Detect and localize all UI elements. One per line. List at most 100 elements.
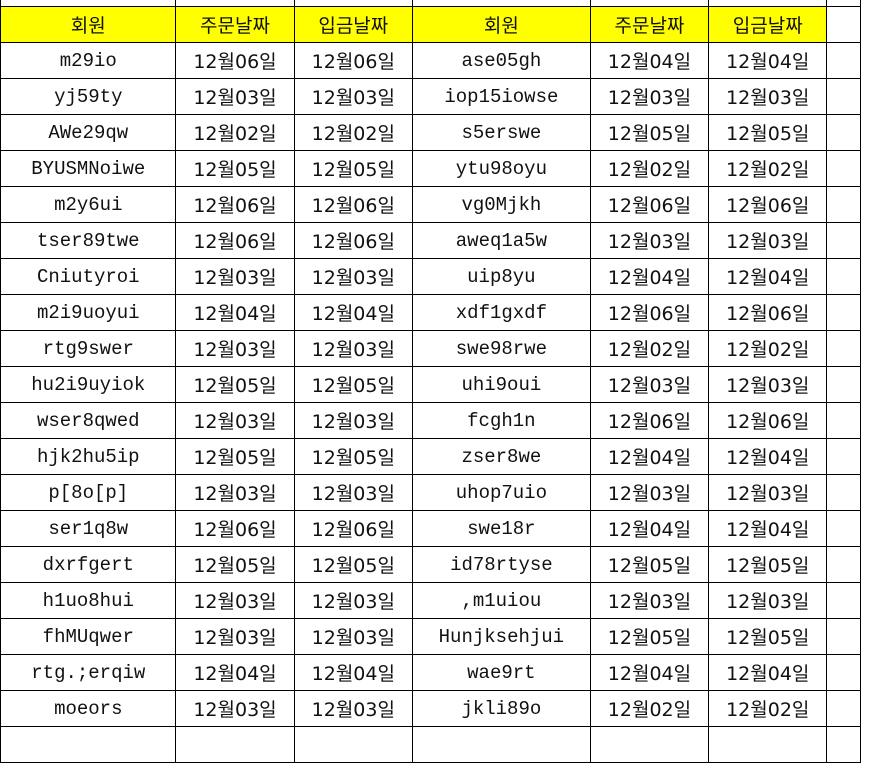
deposit-date-cell[interactable]: 12월02일 — [708, 330, 828, 367]
cell[interactable] — [826, 690, 861, 727]
deposit-date-cell[interactable]: 12월02일 — [293, 114, 413, 151]
order-date-cell[interactable]: 12월04일 — [589, 510, 710, 547]
order-date-cell[interactable]: 12월05일 — [175, 150, 295, 187]
cell[interactable] — [826, 258, 861, 295]
deposit-date-cell[interactable]: 12월03일 — [708, 222, 828, 259]
cell[interactable] — [826, 186, 861, 223]
header-member-left[interactable]: 회원 — [0, 6, 177, 43]
deposit-date-cell[interactable]: 12월06일 — [293, 42, 413, 79]
deposit-date-cell[interactable]: 12월05일 — [293, 438, 413, 475]
cell[interactable] — [826, 546, 861, 583]
deposit-date-cell[interactable]: 12월06일 — [293, 510, 413, 547]
order-date-cell[interactable]: 12월06일 — [175, 510, 295, 547]
member-cell[interactable]: xdf1gxdf — [411, 294, 591, 331]
member-cell[interactable]: rtg9swer — [0, 330, 177, 367]
header-order-date-left[interactable]: 주문날짜 — [175, 6, 295, 43]
member-cell[interactable]: h1uo8hui — [0, 582, 177, 619]
member-cell[interactable]: jkli89o — [411, 690, 591, 727]
order-date-cell[interactable]: 12월04일 — [175, 294, 295, 331]
deposit-date-cell[interactable]: 12월04일 — [708, 42, 828, 79]
cell[interactable] — [826, 6, 861, 43]
order-date-cell[interactable]: 12월06일 — [589, 402, 710, 439]
cell[interactable] — [826, 654, 861, 691]
deposit-date-cell[interactable]: 12월03일 — [293, 78, 413, 115]
cell[interactable] — [826, 330, 861, 367]
deposit-date-cell[interactable]: 12월04일 — [708, 438, 828, 475]
member-cell[interactable]: swe98rwe — [411, 330, 591, 367]
order-date-cell[interactable]: 12월03일 — [175, 690, 295, 727]
order-date-cell[interactable]: 12월05일 — [589, 114, 710, 151]
cell[interactable] — [826, 510, 861, 547]
deposit-date-cell[interactable]: 12월04일 — [708, 654, 828, 691]
member-cell[interactable]: zser8we — [411, 438, 591, 475]
member-cell[interactable]: wser8qwed — [0, 402, 177, 439]
deposit-date-cell[interactable]: 12월05일 — [293, 546, 413, 583]
member-cell[interactable]: BYUSMNoiwe — [0, 150, 177, 187]
order-date-cell[interactable]: 12월04일 — [175, 654, 295, 691]
header-order-date-right[interactable]: 주문날짜 — [589, 6, 710, 43]
cell[interactable] — [293, 726, 413, 763]
cell[interactable] — [826, 402, 861, 439]
deposit-date-cell[interactable]: 12월03일 — [708, 474, 828, 511]
cell[interactable] — [826, 78, 861, 115]
member-cell[interactable]: wae9rt — [411, 654, 591, 691]
order-date-cell[interactable]: 12월03일 — [175, 582, 295, 619]
cell[interactable] — [826, 294, 861, 331]
member-cell[interactable]: ,m1uiou — [411, 582, 591, 619]
order-date-cell[interactable]: 12월03일 — [589, 366, 710, 403]
order-date-cell[interactable]: 12월03일 — [175, 402, 295, 439]
member-cell[interactable]: moeors — [0, 690, 177, 727]
cell[interactable] — [826, 726, 861, 763]
deposit-date-cell[interactable]: 12월04일 — [708, 510, 828, 547]
deposit-date-cell[interactable]: 12월02일 — [708, 150, 828, 187]
order-date-cell[interactable]: 12월06일 — [175, 42, 295, 79]
member-cell[interactable]: fcgh1n — [411, 402, 591, 439]
member-cell[interactable]: s5erswe — [411, 114, 591, 151]
deposit-date-cell[interactable]: 12월06일 — [293, 222, 413, 259]
order-date-cell[interactable]: 12월05일 — [175, 546, 295, 583]
cell[interactable] — [708, 726, 828, 763]
deposit-date-cell[interactable]: 12월04일 — [293, 654, 413, 691]
deposit-date-cell[interactable]: 12월03일 — [293, 618, 413, 655]
member-cell[interactable]: m29io — [0, 42, 177, 79]
order-date-cell[interactable]: 12월06일 — [589, 294, 710, 331]
deposit-date-cell[interactable]: 12월06일 — [293, 186, 413, 223]
deposit-date-cell[interactable]: 12월06일 — [708, 402, 828, 439]
order-date-cell[interactable]: 12월04일 — [589, 438, 710, 475]
order-date-cell[interactable]: 12월03일 — [589, 474, 710, 511]
member-cell[interactable]: aweq1a5w — [411, 222, 591, 259]
order-date-cell[interactable]: 12월04일 — [589, 654, 710, 691]
cell[interactable] — [0, 726, 177, 763]
order-date-cell[interactable]: 12월02일 — [589, 150, 710, 187]
deposit-date-cell[interactable]: 12월03일 — [708, 582, 828, 619]
order-date-cell[interactable]: 12월05일 — [175, 366, 295, 403]
cell[interactable] — [826, 114, 861, 151]
member-cell[interactable]: Cniutyroi — [0, 258, 177, 295]
deposit-date-cell[interactable]: 12월06일 — [708, 186, 828, 223]
cell[interactable] — [826, 150, 861, 187]
member-cell[interactable]: m2i9uoyui — [0, 294, 177, 331]
deposit-date-cell[interactable]: 12월03일 — [708, 78, 828, 115]
cell[interactable] — [411, 726, 591, 763]
order-date-cell[interactable]: 12월03일 — [175, 474, 295, 511]
deposit-date-cell[interactable]: 12월05일 — [293, 150, 413, 187]
cell[interactable] — [826, 42, 861, 79]
order-date-cell[interactable]: 12월03일 — [175, 258, 295, 295]
order-date-cell[interactable]: 12월05일 — [589, 618, 710, 655]
member-cell[interactable]: AWe29qw — [0, 114, 177, 151]
deposit-date-cell[interactable]: 12월03일 — [293, 690, 413, 727]
order-date-cell[interactable]: 12월03일 — [175, 330, 295, 367]
cell[interactable] — [589, 726, 710, 763]
deposit-date-cell[interactable]: 12월02일 — [708, 690, 828, 727]
member-cell[interactable]: fhMUqwer — [0, 618, 177, 655]
cell[interactable] — [826, 222, 861, 259]
member-cell[interactable]: p[8o[p] — [0, 474, 177, 511]
deposit-date-cell[interactable]: 12월04일 — [293, 294, 413, 331]
deposit-date-cell[interactable]: 12월03일 — [708, 366, 828, 403]
deposit-date-cell[interactable]: 12월03일 — [293, 582, 413, 619]
order-date-cell[interactable]: 12월06일 — [589, 186, 710, 223]
member-cell[interactable]: hu2i9uyiok — [0, 366, 177, 403]
order-date-cell[interactable]: 12월03일 — [175, 618, 295, 655]
deposit-date-cell[interactable]: 12월05일 — [708, 618, 828, 655]
order-date-cell[interactable]: 12월06일 — [175, 222, 295, 259]
